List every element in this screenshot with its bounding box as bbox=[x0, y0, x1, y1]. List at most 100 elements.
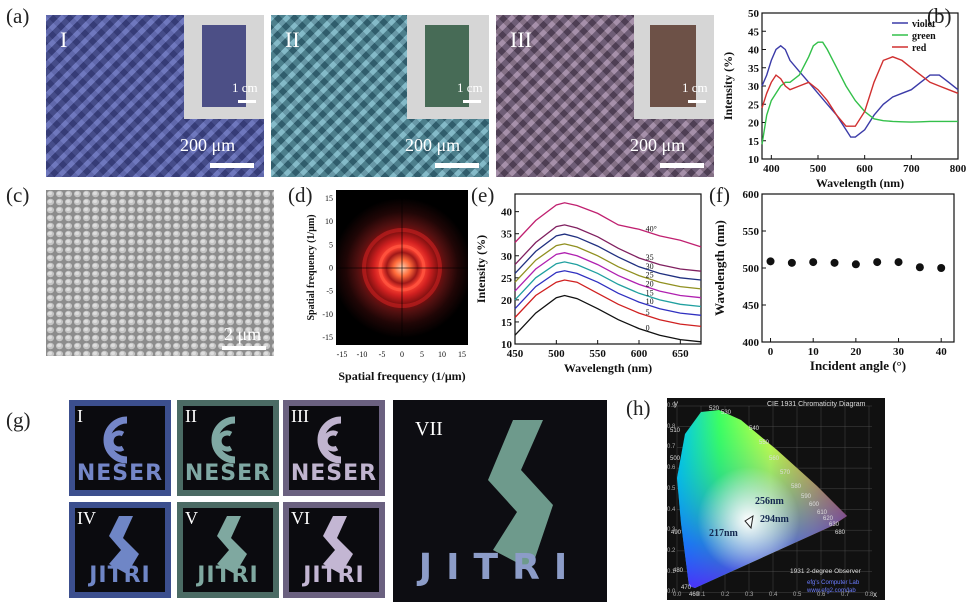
x-tick-label: -10 bbox=[357, 350, 368, 359]
sign-6: VI JITRI bbox=[283, 502, 385, 598]
curve-label: 30 bbox=[646, 262, 654, 271]
fabric-swatch bbox=[202, 25, 246, 107]
fft-image bbox=[332, 190, 472, 345]
sign-word: JITRI bbox=[418, 547, 582, 588]
cie-wavelength-label: 490 bbox=[671, 530, 682, 536]
cie-y-tick: 0.9 bbox=[667, 403, 676, 409]
cie-y-tick: 0.3 bbox=[667, 527, 676, 534]
panel-label-b: (b) bbox=[927, 4, 952, 28]
x-tick-label: 10 bbox=[438, 350, 446, 359]
cie-svg bbox=[676, 405, 872, 593]
cie-point-label: 294nm bbox=[760, 514, 789, 525]
data-point bbox=[851, 260, 860, 269]
chart-f-peak-wavelength: 0 10 20 30 40 400 450 500 550 600 Incident angle (… bbox=[712, 189, 955, 373]
cie-y-tick: 0.8 bbox=[667, 423, 676, 430]
cie-x-tick: 0.0 bbox=[673, 592, 682, 598]
scale-label: 200 μm bbox=[630, 135, 686, 155]
sample-roman-label: I bbox=[60, 27, 68, 52]
cie-y-tick: 0.0 bbox=[667, 589, 676, 596]
cie-wavelength-label: 540 bbox=[749, 426, 760, 432]
inset-scale-bar bbox=[463, 100, 481, 103]
cie-wavelength-label: 470 bbox=[681, 585, 692, 591]
scale-bar bbox=[222, 346, 266, 350]
y-tick-label: 40 bbox=[501, 207, 513, 219]
legend-label-green: green bbox=[912, 31, 936, 42]
c-logo-icon bbox=[103, 416, 128, 464]
x-tick-label: 600 bbox=[856, 163, 873, 175]
x-tick-label: 5 bbox=[420, 350, 424, 359]
cie-wavelength-label: 560 bbox=[769, 456, 780, 462]
cie-wavelength-label: 630 bbox=[829, 522, 840, 528]
sign-roman-label: VI bbox=[291, 508, 310, 528]
chart-b-reflectance: 400 500 600 700 800 10 15 20 25 30 35 40 45 50 Wavelen… bbox=[721, 8, 967, 190]
data-point bbox=[830, 258, 839, 267]
data-point bbox=[894, 258, 903, 267]
x-tick-label: 650 bbox=[672, 348, 689, 360]
s-logo-icon bbox=[217, 516, 247, 574]
y-axis-label: Wavelength (nm) bbox=[712, 220, 727, 316]
cie-x-tick: 0.8 bbox=[865, 592, 874, 598]
cie-point-label: 256nm bbox=[755, 496, 784, 507]
series-line bbox=[514, 294, 702, 343]
sign-3: III NESER bbox=[283, 400, 385, 496]
cie-x-tick: 0.6 bbox=[817, 592, 826, 598]
x-tick-label: -15 bbox=[337, 350, 348, 359]
inset-scale-label: 1 cm bbox=[232, 80, 258, 95]
cie-axis-x: x bbox=[873, 590, 877, 599]
panel-label-a: (a) bbox=[6, 4, 30, 28]
fft-rings bbox=[332, 195, 472, 340]
y-tick-label: 550 bbox=[743, 226, 760, 238]
series-line bbox=[514, 243, 702, 290]
y-tick-label: 0 bbox=[329, 264, 333, 273]
x-axis-label: Incident angle (°) bbox=[810, 358, 906, 373]
sign-5: V JITRI bbox=[177, 502, 279, 598]
cie-wavelength-label: 510 bbox=[670, 428, 681, 434]
photo-inset: 1 cm bbox=[634, 15, 714, 119]
cie-wavelength-label: 580 bbox=[791, 484, 802, 490]
x-axis-label: Wavelength (nm) bbox=[816, 176, 904, 190]
cie-wavelength-label: 570 bbox=[780, 470, 791, 476]
panel-label-g: (g) bbox=[6, 408, 31, 432]
sign-4: IV JITRI bbox=[69, 502, 171, 598]
cie-x-tick: 0.4 bbox=[769, 592, 778, 598]
cie-wavelength-label: 520 bbox=[709, 406, 720, 412]
x-tick-label: 450 bbox=[507, 348, 524, 360]
sign-word: NESER bbox=[184, 461, 272, 486]
c-logo-icon bbox=[211, 416, 236, 464]
y-tick-label: 35 bbox=[501, 229, 513, 241]
scale-bar bbox=[210, 163, 254, 168]
y-tick-label: 20 bbox=[748, 118, 760, 130]
y-tick-label: -5 bbox=[326, 287, 333, 296]
cie-credit-url: www.efg2.com/lab bbox=[807, 588, 856, 594]
x-tick-label: 800 bbox=[950, 163, 967, 175]
s-logo-icon bbox=[488, 420, 553, 570]
sign-roman-label: II bbox=[185, 406, 197, 426]
cie-y-tick: 0.5 bbox=[667, 485, 676, 492]
series-line bbox=[514, 224, 702, 272]
cie-diagram: CIE 1931 Chromaticity Diagram 1931 2-deg… bbox=[667, 398, 885, 600]
y-tick-label: 50 bbox=[748, 8, 760, 20]
x-tick-label: 0 bbox=[768, 346, 774, 358]
x-tick-label: 500 bbox=[548, 348, 565, 360]
inset-scale-bar bbox=[688, 100, 706, 103]
legend-label-violet: violet bbox=[912, 19, 936, 30]
photo-inset: 1 cm bbox=[184, 15, 264, 119]
scale-label: 200 μm bbox=[180, 135, 236, 155]
cie-wavelength-label: 550 bbox=[759, 440, 770, 446]
plot-frame bbox=[761, 193, 955, 343]
cie-y-tick: 0.4 bbox=[667, 506, 676, 513]
cie-y-tick: 0.7 bbox=[667, 444, 676, 451]
y-tick-label: 25 bbox=[748, 99, 760, 111]
series-line bbox=[514, 202, 702, 248]
cie-wavelength-label: 680 bbox=[835, 530, 846, 536]
sign-large: VII JITRI bbox=[393, 400, 607, 602]
curve-label: 25 bbox=[646, 271, 654, 280]
scale-bar bbox=[435, 163, 479, 168]
y-tick-label: 500 bbox=[743, 263, 760, 275]
sign-word: JITRI bbox=[303, 563, 365, 588]
plot-frame bbox=[514, 193, 702, 345]
s-logo-icon bbox=[323, 516, 353, 574]
inset-scale-label: 1 cm bbox=[682, 80, 708, 95]
panel-label-f: (f) bbox=[709, 183, 730, 207]
cie-title: CIE 1931 Chromaticity Diagram bbox=[767, 401, 866, 408]
